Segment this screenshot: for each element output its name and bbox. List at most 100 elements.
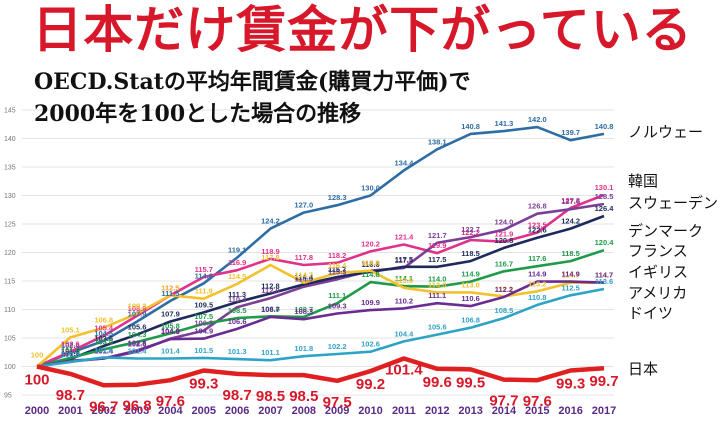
legend-label: イギリス bbox=[628, 263, 688, 281]
x-axis: 2000 2001 2002 2003 2004 2005 2006 2007 2008 2009… bbox=[25, 405, 616, 417]
data-label: 114.6 bbox=[195, 271, 213, 280]
data-label: 99.7 bbox=[589, 373, 618, 390]
data-label: 104.5 bbox=[94, 329, 113, 338]
x-tick-label: 2014 bbox=[492, 405, 517, 417]
data-label: 119.9 bbox=[428, 241, 446, 250]
data-label: 127.0 bbox=[294, 201, 313, 210]
y-tick-label: 125 bbox=[4, 222, 16, 229]
subtitle-line-2: 2000年を100とした場合の推移 bbox=[34, 101, 362, 127]
data-label: 116.7 bbox=[495, 259, 513, 268]
data-label: 117.5 bbox=[395, 255, 413, 264]
legend-label: ノルウェー bbox=[628, 123, 703, 141]
data-label: 101.1 bbox=[261, 348, 280, 357]
legend-label: 日本 bbox=[628, 360, 658, 378]
chart-subtitle: OECD.Statの平均年間賃金(購買力平価)で 2000年を100とした場合の… bbox=[34, 66, 471, 130]
data-label: 114.7 bbox=[595, 271, 613, 280]
series-line-9 bbox=[36, 356, 605, 388]
data-label: 116.6 bbox=[361, 260, 379, 269]
data-label: 101.5 bbox=[61, 346, 80, 355]
data-label: 114.7 bbox=[295, 271, 313, 280]
data-label: 100.8 bbox=[61, 350, 80, 359]
gridlines bbox=[22, 109, 614, 396]
data-label: 97.7 bbox=[489, 393, 518, 410]
x-tick-label: 2001 bbox=[58, 405, 82, 417]
data-label: 101.3 bbox=[228, 347, 247, 356]
data-label: 97.6 bbox=[523, 393, 552, 410]
data-label: 104.4 bbox=[394, 329, 414, 338]
data-label: 124.0 bbox=[495, 218, 514, 227]
data-label: 100 bbox=[31, 351, 44, 360]
data-label: 114.9 bbox=[461, 270, 479, 279]
data-labels: 102.4 104.5 107.9 111.5 114.6 119.1 124.2 127.0… bbox=[24, 115, 618, 415]
data-label: 130.1 bbox=[595, 183, 614, 192]
data-label: 108.9 bbox=[128, 304, 147, 313]
data-label: 101.5 bbox=[194, 346, 213, 355]
data-label: 128.3 bbox=[328, 193, 347, 202]
x-tick-label: 2017 bbox=[592, 405, 616, 417]
data-label: 114.7 bbox=[561, 271, 579, 280]
data-label: 106.8 bbox=[461, 316, 480, 325]
data-label: 103.6 bbox=[94, 334, 113, 343]
x-tick-label: 2015 bbox=[525, 405, 549, 417]
data-label: 99.6 bbox=[423, 374, 452, 391]
data-label: 101.6 bbox=[94, 345, 113, 354]
data-label: 116.4 bbox=[328, 261, 347, 270]
data-label: 108.5 bbox=[228, 306, 247, 315]
x-tick-label: 2005 bbox=[192, 405, 216, 417]
data-label: 97.5 bbox=[323, 394, 352, 411]
legend-label: スウェーデン bbox=[628, 194, 718, 212]
data-label: 106.3 bbox=[194, 319, 213, 328]
data-label: 100.9 bbox=[61, 349, 80, 358]
data-label: 126.8 bbox=[528, 202, 547, 211]
data-label: 126.4 bbox=[595, 204, 615, 213]
data-label: 114.7 bbox=[595, 271, 613, 280]
x-tick-label: 2011 bbox=[392, 405, 416, 417]
data-label: 105.4 bbox=[94, 324, 114, 333]
data-label: 106.6 bbox=[228, 317, 247, 326]
data-label: 113.2 bbox=[528, 279, 546, 288]
data-label: 127.8 bbox=[561, 196, 580, 205]
data-label: 110.4 bbox=[228, 295, 247, 304]
data-label: 105.6 bbox=[428, 323, 447, 332]
data-label: 120.2 bbox=[361, 239, 380, 248]
data-label: 116.9 bbox=[228, 258, 246, 267]
x-tick-label: 2000 bbox=[25, 405, 49, 417]
data-label: 99.5 bbox=[456, 374, 485, 391]
data-label: 140.8 bbox=[461, 122, 480, 131]
data-label: 102.6 bbox=[361, 340, 380, 349]
y-tick-label: 115 bbox=[4, 279, 15, 286]
chart-title: 日本だけ賃金が下がっている bbox=[32, 1, 693, 59]
data-label: 101.4 bbox=[94, 347, 114, 356]
y-axis: 95 100 105 110 115 120 125 130 135 140 145 bbox=[4, 108, 16, 400]
series-line-1 bbox=[36, 125, 605, 368]
data-label: 138.1 bbox=[428, 137, 447, 146]
data-label: 114.5 bbox=[228, 272, 246, 281]
data-label: 141.3 bbox=[495, 119, 514, 128]
data-label: 124.2 bbox=[261, 217, 280, 226]
data-label: 105.8 bbox=[161, 321, 180, 330]
data-label: 139.7 bbox=[561, 128, 580, 137]
data-label: 101.4 bbox=[385, 362, 423, 379]
data-label: 121.4 bbox=[394, 233, 414, 242]
y-tick-label: 145 bbox=[4, 108, 16, 115]
data-label: 142.0 bbox=[528, 115, 547, 124]
data-label: 111.1 bbox=[428, 291, 446, 300]
data-label: 112.2 bbox=[495, 285, 513, 294]
data-label: 101.8 bbox=[294, 344, 313, 353]
data-label: 117.5 bbox=[428, 255, 446, 264]
subtitle-line-1: OECD.Statの平均年間賃金(購買力平価)で bbox=[34, 69, 471, 95]
data-label: 108.7 bbox=[294, 305, 313, 314]
x-tick-label: 2006 bbox=[225, 405, 249, 417]
data-label: 100 bbox=[24, 372, 49, 389]
legend-label: アメリカ bbox=[628, 284, 687, 302]
data-label: 112.3 bbox=[495, 284, 513, 293]
data-label: 134.4 bbox=[394, 158, 414, 167]
data-label: 110.8 bbox=[528, 293, 546, 302]
data-label: 114.8 bbox=[361, 270, 379, 279]
data-label: 104.9 bbox=[161, 327, 180, 336]
data-label: 101.4 bbox=[161, 347, 181, 356]
y-tick-label: 140 bbox=[4, 136, 16, 143]
y-tick-label: 130 bbox=[4, 193, 16, 200]
y-tick-label: 105 bbox=[4, 336, 16, 343]
